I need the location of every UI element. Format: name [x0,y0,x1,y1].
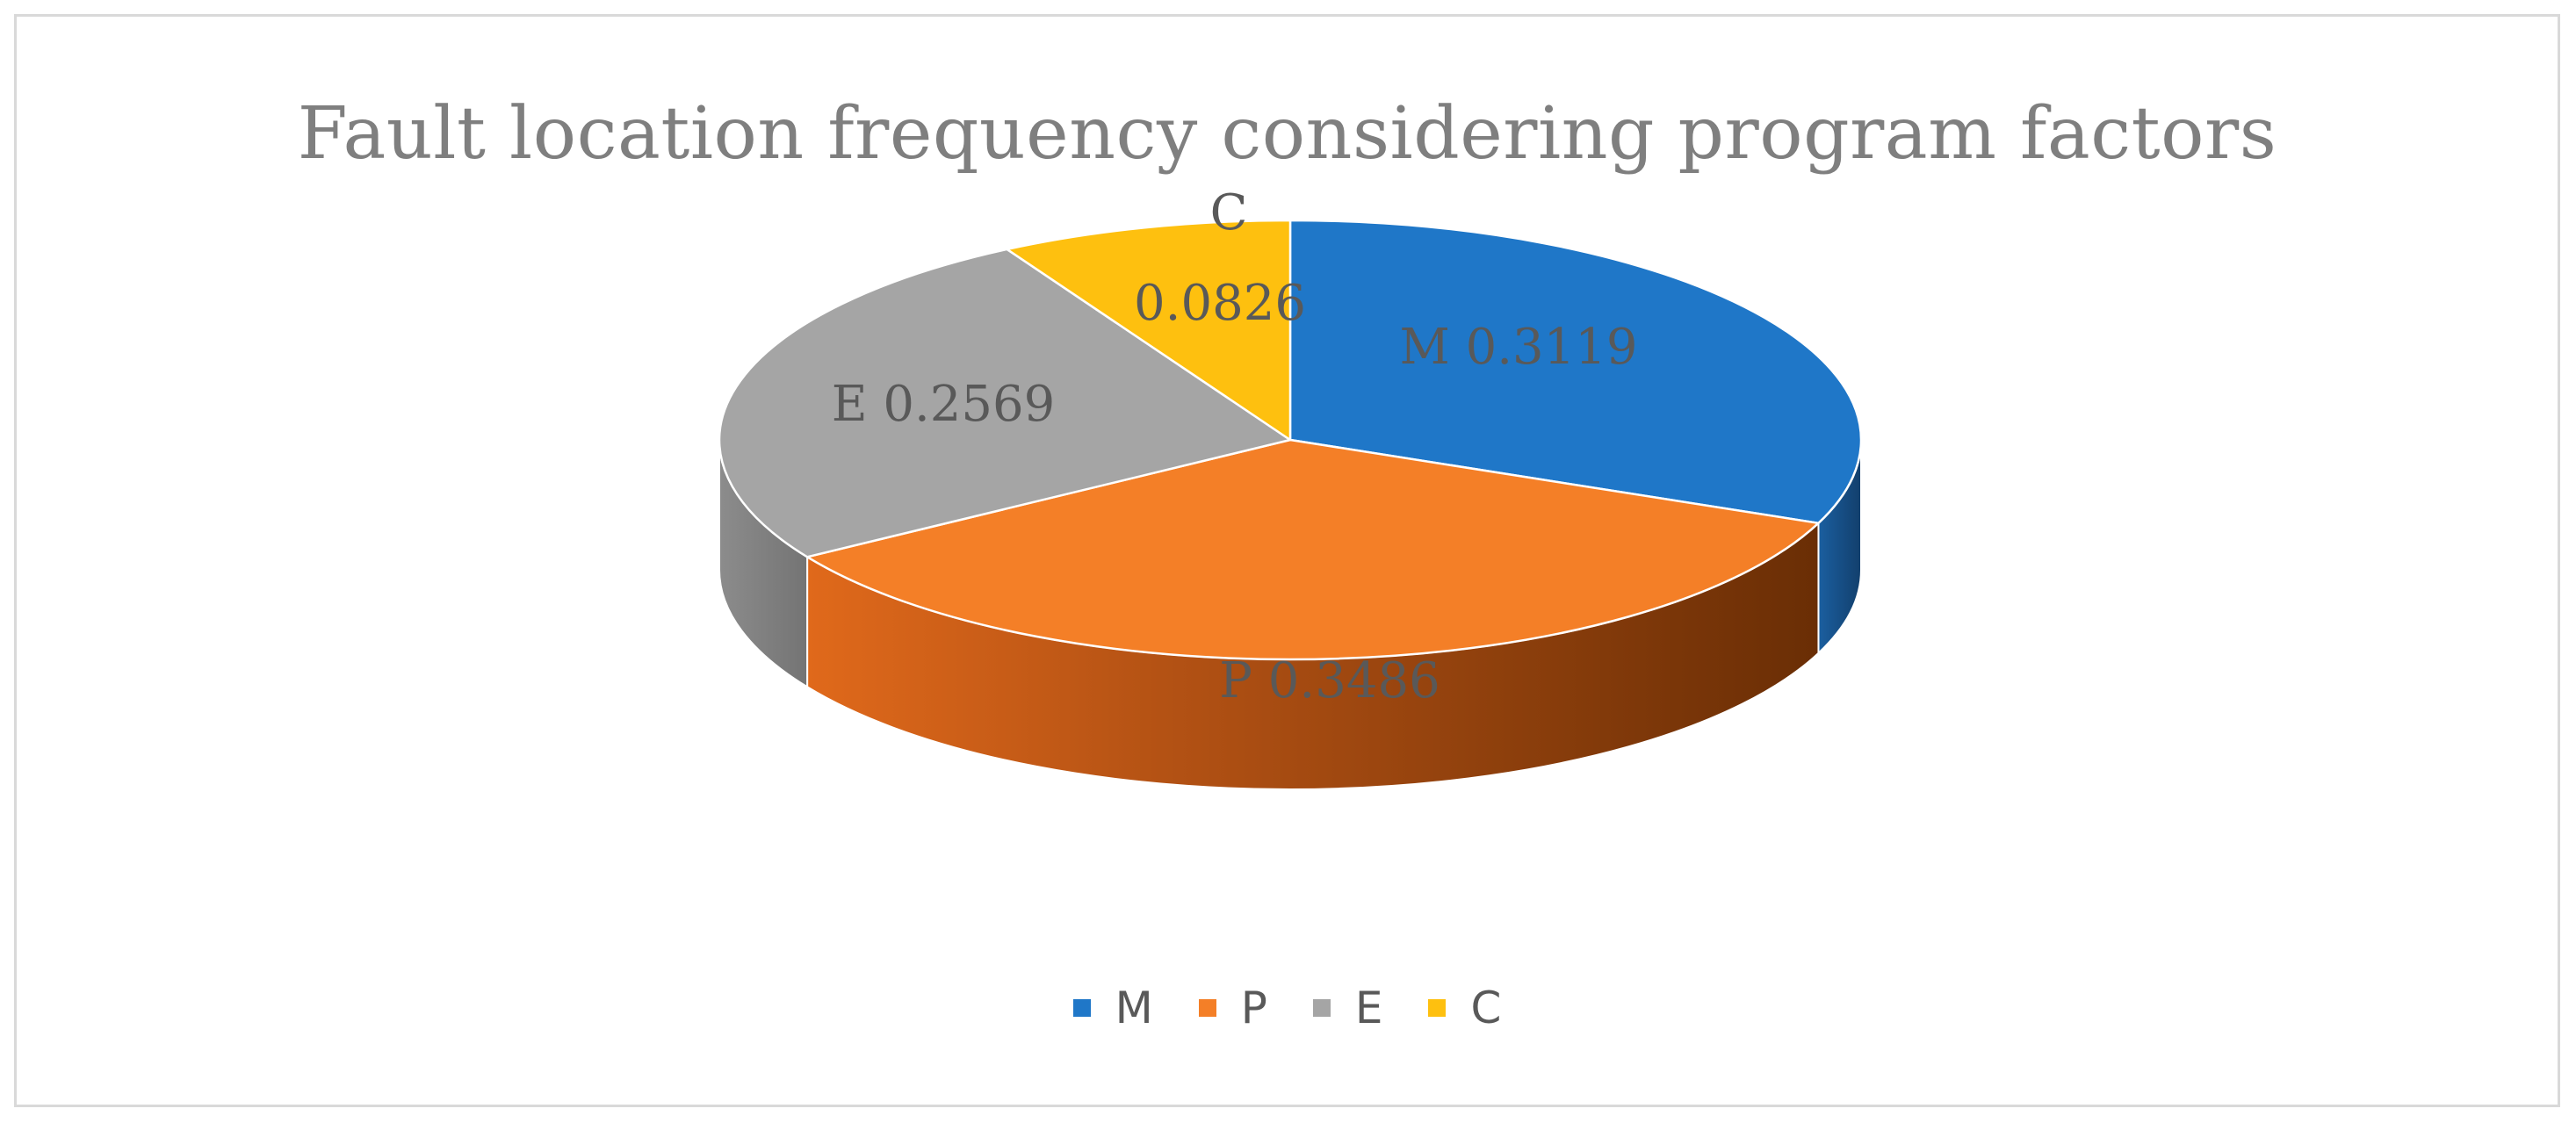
pie-chart: M 0.3119 P 0.3486 E 0.2569 C 0.0826 [718,184,1863,790]
pie-slice-p [805,438,1820,661]
pie-slice-m [1288,219,1863,525]
data-label-c-name: C [1210,184,1248,241]
data-label-e: E 0.2569 [832,376,1056,433]
data-label-c-value: 0.0826 [1134,275,1306,332]
legend-swatch-p [1198,999,1216,1017]
data-label-p: P 0.3486 [1219,652,1440,709]
pie-slice-c [1006,219,1292,442]
legend-label-c: C [1470,983,1502,1033]
legend-item-c: C [1428,983,1501,1033]
legend-swatch-m [1072,999,1091,1017]
legend-label-p: P [1240,983,1267,1033]
legend-label-m: M [1115,983,1153,1033]
legend-item-m: M [1072,983,1153,1033]
legend-swatch-e [1312,999,1331,1017]
legend-item-p: P [1198,983,1267,1033]
legend-item-e: E [1312,983,1383,1033]
pie-slice-e [718,248,1292,558]
legend: M P E C [17,983,2558,1033]
legend-label-e: E [1354,983,1383,1033]
data-label-m: M 0.3119 [1399,319,1637,376]
chart-title: Fault location frequency considering pro… [297,92,2277,176]
chart-area: Fault location frequency considering pro… [14,14,2560,1107]
legend-swatch-c [1428,999,1447,1017]
